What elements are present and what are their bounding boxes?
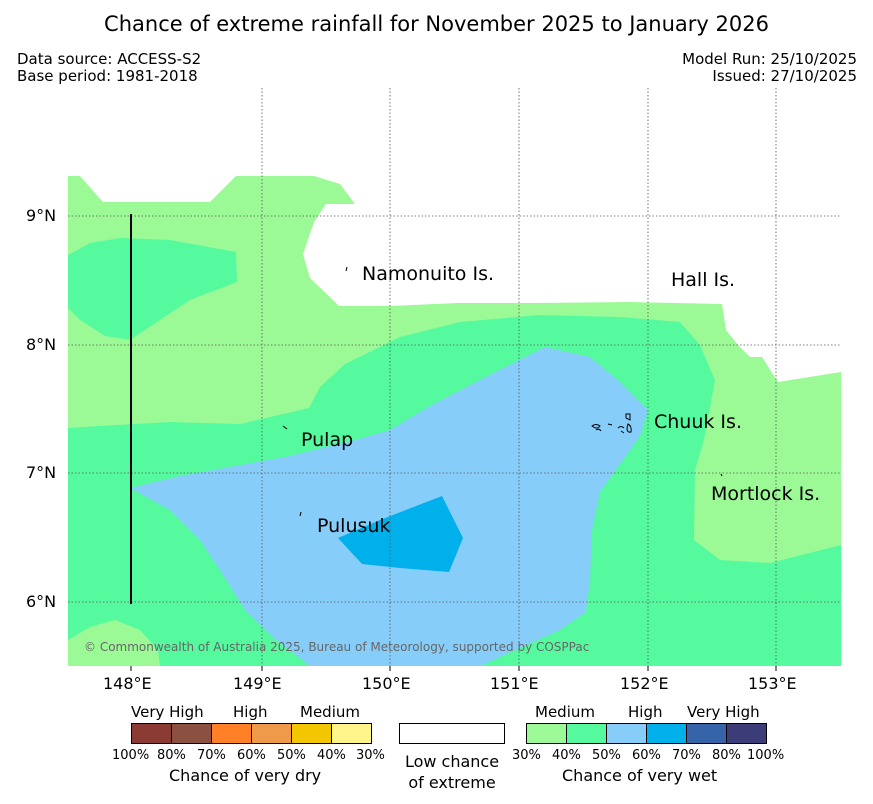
wet-swatch-5 — [726, 723, 767, 744]
label-pulap: Pulap — [301, 429, 354, 451]
dry-swatch-2 — [211, 723, 252, 744]
model-run: Model Run: 25/10/2025 — [682, 50, 857, 68]
lon-label-153e: 153°E — [748, 674, 797, 693]
dry-swatch-3 — [251, 723, 292, 744]
region-higher-wet — [338, 496, 463, 572]
wet-tick-80: 80% — [712, 748, 741, 763]
lon-label-151e: 151°E — [490, 674, 539, 693]
dry-swatch-1 — [171, 723, 212, 744]
wet-header-very-high: Very High — [687, 703, 760, 721]
lat-label-8n: 8°N — [26, 335, 57, 354]
region-southwest-patch — [68, 620, 160, 666]
dry-swatch-5 — [331, 723, 372, 744]
wet-tick-40: 40% — [552, 748, 581, 763]
wet-swatch-4 — [686, 723, 727, 744]
dry-swatch-4 — [291, 723, 332, 744]
data-source: Data source: ACCESS-S2 — [17, 50, 202, 68]
dry-tick-100: 100% — [112, 748, 150, 763]
dry-header-high: High — [233, 703, 268, 721]
label-hall: Hall Is. — [671, 269, 736, 291]
gridlines — [68, 88, 841, 666]
dry-header-medium: Medium — [300, 703, 360, 721]
mortlock-island-mark — [720, 473, 723, 477]
wet-tick-60: 60% — [632, 748, 661, 763]
lon-label-152e: 152°E — [620, 674, 669, 693]
label-mortlock: Mortlock Is. — [711, 483, 821, 505]
dry-caption: Chance of very dry — [169, 766, 322, 785]
copyright-notice: © Commonwealth of Australia 2025, Bureau… — [84, 640, 590, 654]
wet-header-high: High — [628, 703, 663, 721]
pulusuk-island-mark — [299, 511, 302, 517]
wet-swatch-0 — [526, 723, 567, 744]
wet-tick-70: 70% — [672, 748, 701, 763]
dry-tick-40: 40% — [317, 748, 346, 763]
region-high-wet — [130, 347, 648, 666]
wet-caption: Chance of very wet — [562, 766, 718, 785]
low-chance-line1: Low chance — [404, 752, 500, 771]
label-namonuito: Namonuito Is. — [362, 263, 495, 285]
lon-label-148e: 148°E — [103, 674, 152, 693]
map-title: Chance of extreme rainfall for November … — [104, 12, 769, 36]
wet-tick-30: 30% — [512, 748, 541, 763]
wet-swatch-2 — [606, 723, 647, 744]
dry-tick-60: 60% — [237, 748, 266, 763]
lon-label-149e: 149°E — [233, 674, 282, 693]
label-chuuk: Chuuk Is. — [654, 411, 742, 433]
label-pulusuk: Pulusuk — [317, 515, 391, 537]
dry-tick-70: 70% — [197, 748, 226, 763]
wet-swatch-1 — [566, 723, 607, 744]
dry-tick-80: 80% — [157, 748, 186, 763]
low-chance-line2: of extreme — [408, 773, 496, 792]
dry-tick-50: 50% — [277, 748, 306, 763]
lat-label-7n: 7°N — [26, 463, 57, 482]
island-marks — [282, 266, 723, 517]
dry-header-very-high: Very High — [131, 703, 204, 721]
chuuk-island-marks — [591, 413, 632, 434]
axis-ticks — [130, 666, 777, 671]
wet-tick-50: 50% — [592, 748, 621, 763]
lon-label-150e: 150°E — [362, 674, 411, 693]
low-chance-swatch — [399, 723, 505, 744]
wet-header-medium: Medium — [535, 703, 595, 721]
issued-date: Issued: 27/10/2025 — [712, 67, 857, 85]
base-period: Base period: 1981-2018 — [17, 67, 198, 85]
wet-swatch-3 — [646, 723, 687, 744]
lat-label-9n: 9°N — [26, 206, 57, 225]
wet-tick-100: 100% — [747, 748, 785, 763]
dry-swatch-0 — [131, 723, 172, 744]
dry-tick-30: 30% — [356, 748, 385, 763]
pulap-island-mark — [282, 425, 288, 430]
region-northwest-patch — [68, 238, 237, 340]
lat-label-6n: 6°N — [26, 592, 57, 611]
namonuito-island-mark — [345, 266, 348, 272]
